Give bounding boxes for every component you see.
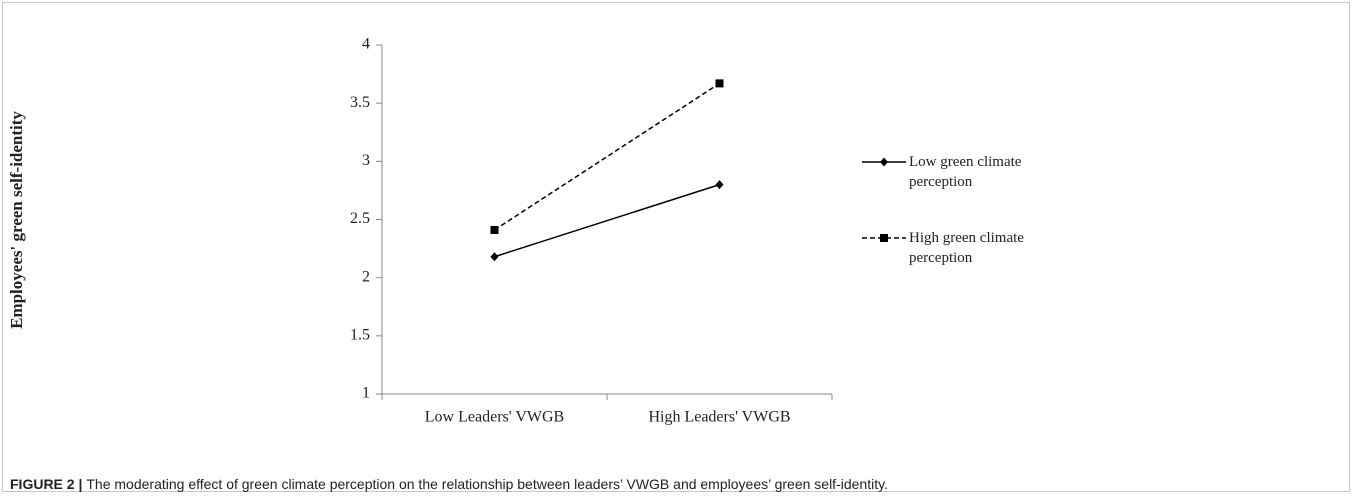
y-tick-label: 3	[362, 152, 370, 169]
y-tick-label: 4	[362, 36, 370, 53]
x-tick-label: High Leaders' VWGB	[648, 409, 790, 426]
caption-text: The moderating effect of green climate p…	[86, 476, 888, 492]
caption: FIGURE 2 | The moderating effect of green…	[10, 476, 888, 492]
x-tick-label: Low Leaders' VWGB	[425, 409, 564, 426]
y-axis-label: Employees' green self-identity	[7, 111, 26, 329]
legend-label: High green climate perception	[909, 230, 1024, 266]
legend-marker	[880, 157, 888, 167]
data-point	[490, 225, 499, 234]
chart: Employees' green self-identity 1 1.5 2 2.5 3…	[7, 36, 906, 426]
y-tick-label: 3.5	[350, 94, 370, 111]
y-tick-label: 1	[362, 385, 370, 402]
data-point	[490, 252, 499, 262]
caption-label: FIGURE 2 |	[10, 476, 83, 492]
y-tick-label: 1.5	[350, 327, 370, 344]
y-tick-label: 2	[362, 268, 370, 285]
legend-marker	[880, 234, 888, 242]
series-line	[494, 183, 720, 258]
y-tick-label: 2.5	[350, 210, 370, 227]
data-point	[715, 79, 724, 88]
series-line	[494, 82, 720, 231]
legend-label: Low green climate perception	[909, 154, 1022, 190]
data-point	[715, 180, 724, 190]
